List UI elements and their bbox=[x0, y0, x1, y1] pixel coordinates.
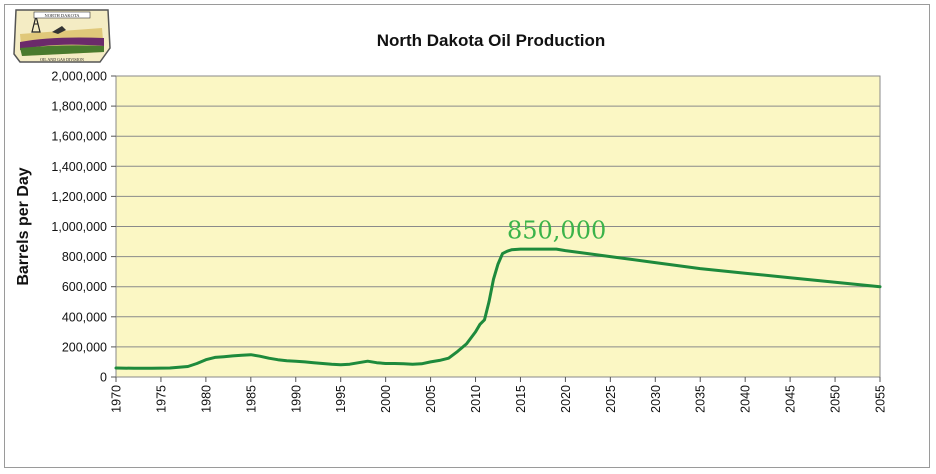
north-dakota-logo: NORTH DAKOTA OIL AND GAS DIVISION bbox=[13, 9, 111, 63]
y-tick-label: 1,800,000 bbox=[51, 100, 107, 114]
peak-annotation: 850,000 bbox=[507, 217, 606, 245]
x-tick-label: 2000 bbox=[379, 385, 393, 413]
x-tick-label: 2025 bbox=[604, 385, 618, 413]
y-tick-label: 0 bbox=[100, 371, 107, 385]
x-tick-label: 2015 bbox=[514, 385, 528, 413]
y-tick-label: 1,000,000 bbox=[51, 220, 107, 234]
x-tick-label: 2035 bbox=[694, 385, 708, 413]
chart-title: North Dakota Oil Production bbox=[376, 31, 606, 50]
x-tick-label: 1990 bbox=[289, 385, 303, 413]
x-tick-label: 2050 bbox=[829, 385, 843, 413]
y-tick-label: 600,000 bbox=[62, 280, 107, 294]
x-tick-label: 2005 bbox=[424, 385, 438, 413]
production-line bbox=[114, 247, 882, 370]
x-tick-label: 2040 bbox=[739, 385, 753, 413]
logo-top-text: NORTH DAKOTA bbox=[45, 13, 81, 18]
x-tick-label: 1970 bbox=[110, 385, 124, 413]
y-tick-label: 200,000 bbox=[62, 340, 107, 354]
y-tick-label: 1,200,000 bbox=[51, 190, 107, 204]
y-axis-label: Barrels per Day bbox=[15, 167, 32, 285]
x-tick-label: 1980 bbox=[199, 385, 213, 413]
y-tick-label: 400,000 bbox=[62, 310, 107, 324]
x-tick-label: 2020 bbox=[559, 385, 573, 413]
y-tick-label: 800,000 bbox=[62, 250, 107, 264]
x-tick-label: 1975 bbox=[154, 385, 168, 413]
x-tick-label: 2045 bbox=[784, 385, 798, 413]
x-tick-label: 2010 bbox=[469, 385, 483, 413]
y-tick-label: 1,400,000 bbox=[51, 160, 107, 174]
x-tick-label: 2030 bbox=[649, 385, 663, 413]
x-tick-label: 2055 bbox=[874, 385, 888, 413]
x-tick-label: 1995 bbox=[334, 385, 348, 413]
y-tick-label: 1,600,000 bbox=[51, 130, 107, 144]
x-tick-label: 1985 bbox=[244, 385, 258, 413]
logo-bottom-text: OIL AND GAS DIVISION bbox=[40, 57, 84, 62]
y-tick-label: 2,000,000 bbox=[51, 70, 107, 84]
